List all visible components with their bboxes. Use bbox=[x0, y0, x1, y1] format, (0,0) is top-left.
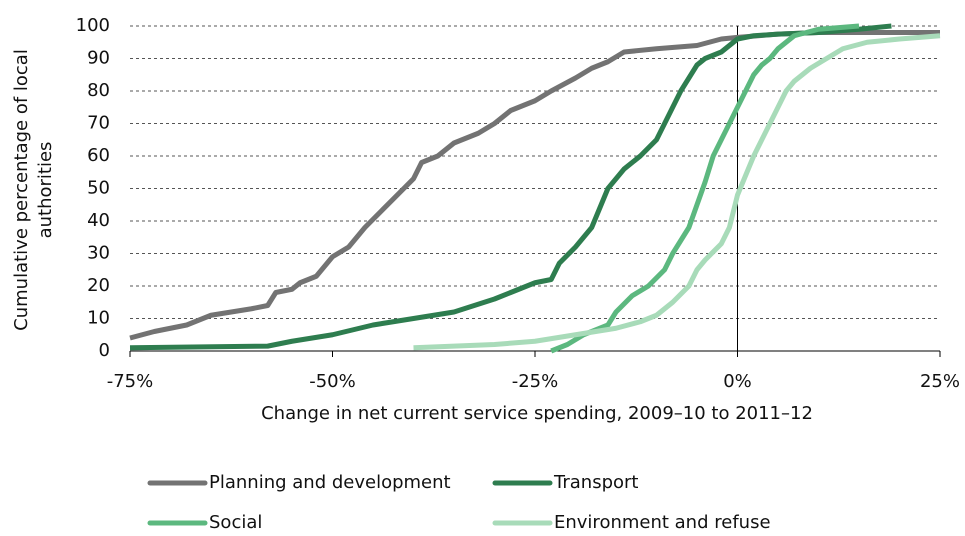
y-tick-label: 90 bbox=[87, 48, 110, 69]
series-line bbox=[129, 23, 892, 351]
x-tick-label: -50% bbox=[309, 371, 356, 392]
y-tick-label: 100 bbox=[76, 15, 110, 36]
x-tick-label: -75% bbox=[107, 371, 154, 392]
x-tick-label: 25% bbox=[920, 371, 960, 392]
x-axis-title: Change in net current service spending, … bbox=[261, 403, 813, 424]
legend-label: Transport bbox=[553, 472, 638, 493]
y-tick-label: 60 bbox=[87, 145, 110, 166]
y-tick-label: 20 bbox=[87, 275, 110, 296]
series-line bbox=[550, 23, 860, 354]
y-tick-label: 50 bbox=[87, 178, 110, 199]
series-line bbox=[413, 33, 941, 351]
y-tick-label: 40 bbox=[87, 210, 110, 231]
y-tick-label: 80 bbox=[87, 80, 110, 101]
legend-label: Environment and refuse bbox=[554, 512, 771, 533]
y-axis-title-line: authorities bbox=[35, 142, 56, 239]
y-axis-title: Cumulative percentage of local authoriti… bbox=[11, 49, 56, 331]
series-line bbox=[129, 30, 940, 341]
x-tick-label: 0% bbox=[723, 371, 752, 392]
y-tick-label: 30 bbox=[87, 243, 110, 264]
x-tick-label: -25% bbox=[512, 371, 559, 392]
y-tick-label: 70 bbox=[87, 113, 110, 134]
y-axis-title-line: Cumulative percentage of local bbox=[11, 49, 32, 331]
y-tick-label: 0 bbox=[99, 340, 110, 361]
y-tick-label: 10 bbox=[87, 308, 110, 329]
legend-label: Social bbox=[209, 512, 262, 533]
legend-label: Planning and development bbox=[209, 472, 451, 493]
